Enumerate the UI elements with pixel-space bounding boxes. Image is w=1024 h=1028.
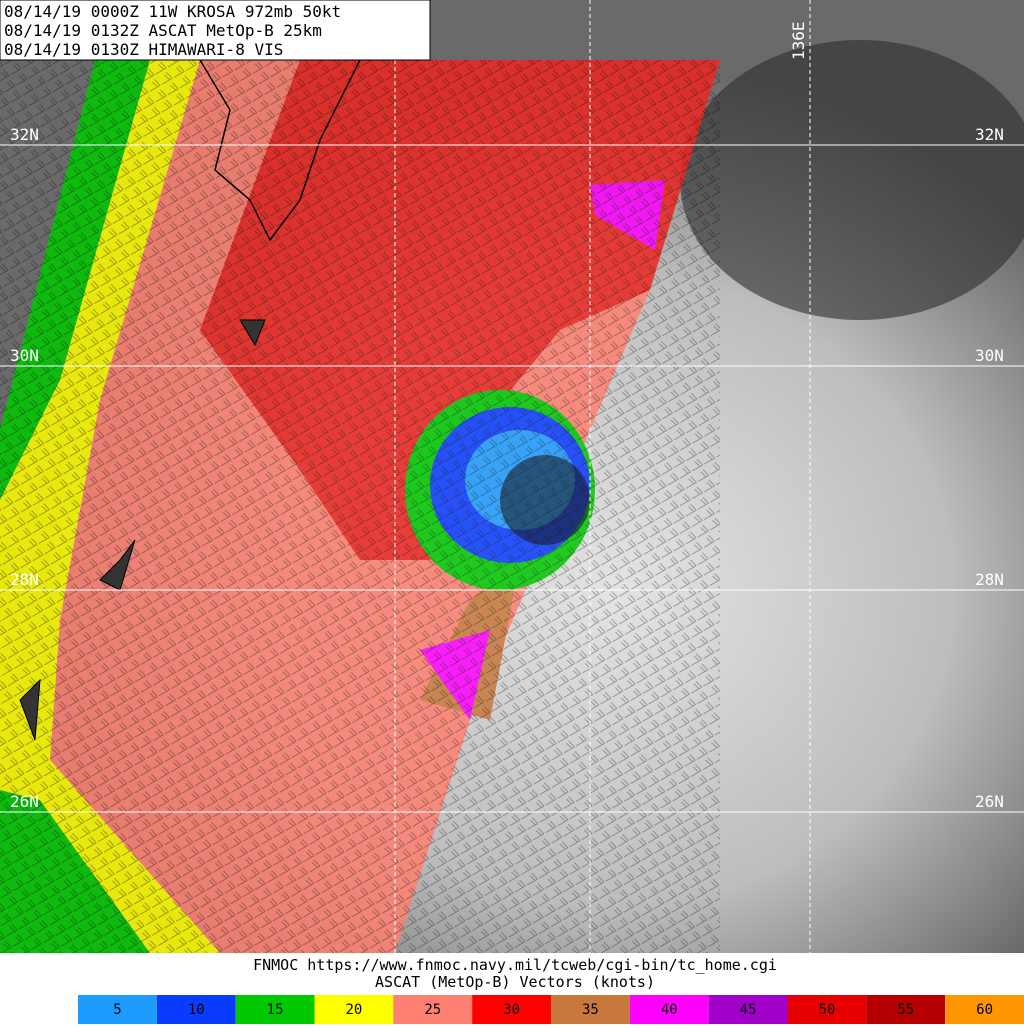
wind-swath: [0, 60, 720, 953]
legend-label: 55: [897, 1002, 914, 1018]
legend-label: 50: [818, 1002, 835, 1018]
legend-swatch: [551, 995, 630, 1024]
footer-title: ASCAT (MetOp-B) Vectors (knots): [375, 973, 655, 991]
legend-label: 5: [113, 1002, 121, 1018]
grid-labels: 32N 32N 30N 30N 28N 28N 26N 26N 136E: [10, 21, 1004, 811]
barb-texture: [0, 60, 720, 953]
header-line: 08/14/19 0130Z HIMAWARI-8 VIS: [4, 40, 283, 59]
legend-label: 45: [740, 1002, 757, 1018]
legend-label: 30: [503, 1002, 520, 1018]
grid: [0, 0, 1024, 953]
islands: [19, 319, 266, 741]
legend-label: 15: [267, 1002, 284, 1018]
lat-label: 28N: [10, 570, 39, 589]
legend-swatch: [78, 995, 157, 1024]
legend-swatch: [945, 995, 1024, 1024]
legend-label: 10: [188, 1002, 205, 1018]
lon-label: 136E: [789, 21, 808, 60]
legend-swatch: [629, 995, 709, 1024]
dark-cloud: [680, 40, 1024, 320]
legend-swatch: [314, 995, 394, 1024]
legend-swatch: [393, 995, 473, 1024]
legend-swatch: [787, 995, 867, 1024]
legend-label: 40: [661, 1002, 678, 1018]
header-box: [0, 0, 431, 61]
legend-swatch: [472, 995, 551, 1024]
coastline: [199, 59, 361, 242]
lat-label: 28N: [975, 570, 1004, 589]
lat-label: 26N: [975, 792, 1004, 811]
header-line: 08/14/19 0132Z ASCAT MetOp-B 25km: [4, 21, 322, 40]
header-line: 08/14/19 0000Z 11W KROSA 972mb 50kt: [4, 2, 341, 21]
legend-label: 35: [582, 1002, 599, 1018]
storm-center: [500, 455, 590, 545]
color-legend: 5 10 15 20 25 30 35 40 45 50 55 60: [78, 995, 1024, 1024]
legend-swatch: [866, 995, 946, 1024]
lat-label: 30N: [10, 346, 39, 365]
lat-label: 30N: [975, 346, 1004, 365]
legend-swatch: [235, 995, 315, 1024]
footer-source: FNMOC https://www.fnmoc.navy.mil/tcweb/c…: [253, 956, 777, 974]
lat-label: 32N: [10, 125, 39, 144]
header: 08/14/19 0000Z 11W KROSA 972mb 50kt 08/1…: [4, 2, 341, 59]
legend-label: 20: [345, 1002, 362, 1018]
legend-label: 60: [976, 1002, 993, 1018]
lat-label: 26N: [10, 792, 39, 811]
legend-swatch: [156, 995, 236, 1024]
lat-label: 32N: [975, 125, 1004, 144]
legend-label: 25: [424, 1002, 441, 1018]
legend-swatch: [708, 995, 788, 1024]
